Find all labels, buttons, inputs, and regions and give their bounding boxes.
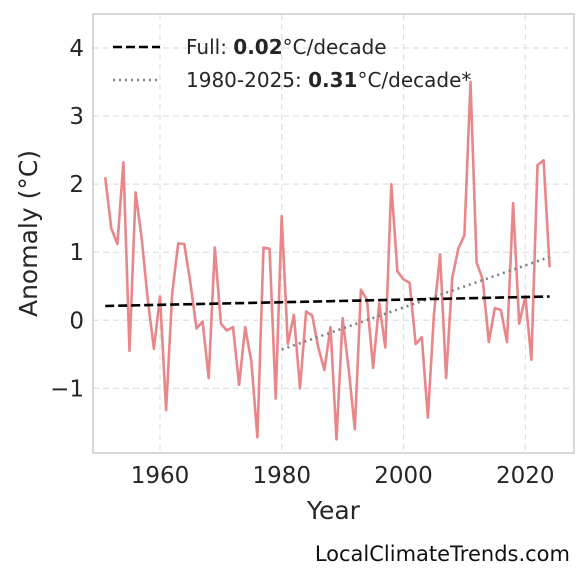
legend-recent-suffix: °C/decade* [357,68,471,92]
legend-entry-full-trend: Full: 0.02°C/decade [186,35,387,59]
series-line-full-trend [105,295,550,308]
y-axis-label: Anomaly (°C) [14,150,43,317]
x-tick-label: 2020 [496,463,555,489]
legend-recent-prefix: 1980-2025: [186,68,308,92]
y-tick-label: 2 [69,172,84,198]
y-tick-label: 4 [69,36,84,62]
series-layer [103,80,551,441]
plot-frame [92,13,575,454]
legend-full-suffix: °C/decade [283,35,387,59]
legend-recent-value: 0.31 [308,68,357,92]
series-line-anomaly [103,80,551,441]
x-axis-label: Year [306,496,361,525]
legend-entry-recent-trend: 1980-2025: 0.31°C/decade* [186,68,471,92]
x-tick-label: 1980 [252,463,311,489]
tick-labels: 1960 1980 2000 2020 −1 0 1 2 3 4 [50,36,554,489]
watermark: LocalClimateTrends.com [315,542,570,566]
y-tick-label: 0 [69,308,84,334]
legend: Full: 0.02°C/decade 1980-2025: 0.31°C/de… [113,35,471,92]
y-tick-label: 3 [69,104,84,130]
legend-full-prefix: Full: [186,35,233,59]
y-tick-label: −1 [50,376,84,402]
legend-full-value: 0.02 [233,35,282,59]
x-tick-label: 2000 [374,463,433,489]
y-tick-label: 1 [69,240,84,266]
x-tick-label: 1960 [131,463,190,489]
